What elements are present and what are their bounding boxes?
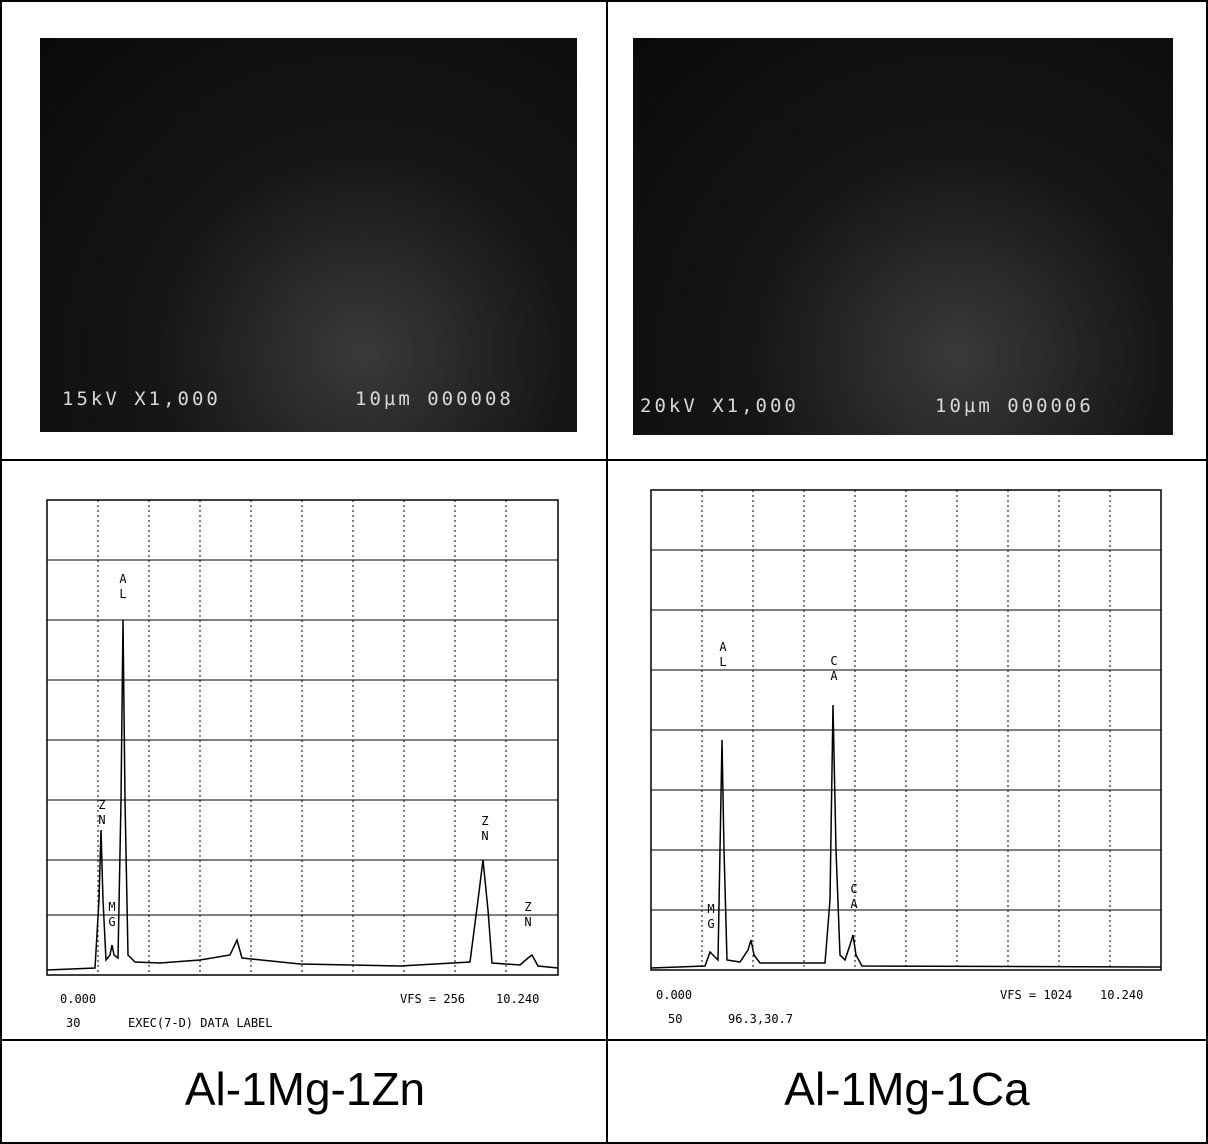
footer-text: 96.3,30.7	[728, 1012, 794, 1026]
peak-label: MG	[105, 900, 119, 930]
footer-text: EXEC(7-D) DATA LABEL	[128, 1016, 273, 1030]
x-start: 0.000	[656, 988, 693, 1002]
spectrum-left	[46, 499, 559, 976]
peak-label: CA	[827, 654, 841, 684]
sem-image	[40, 38, 577, 432]
peak-label: AL	[116, 572, 130, 602]
peak-label: MG	[704, 902, 718, 932]
sem-image	[633, 38, 1173, 435]
peak-label: ZN	[95, 798, 109, 828]
vfs: VFS = 1024	[1000, 988, 1073, 1002]
x-end: 10.240	[496, 992, 540, 1006]
vfs: VFS = 256	[400, 992, 466, 1006]
footer-number: 30	[66, 1016, 81, 1030]
x-start: 0.000	[60, 992, 97, 1006]
spectrum-right	[650, 489, 1162, 971]
peak-label: ZN	[521, 900, 535, 930]
sem-label: 10µm 000006	[935, 395, 1094, 417]
caption: Al-1Mg-1Ca	[784, 1063, 1030, 1115]
caption: Al-1Mg-1Zn	[184, 1063, 426, 1115]
peak-label: CA	[847, 882, 861, 912]
peak-label: AL	[716, 640, 730, 670]
sem-label: 20kV X1,000	[640, 395, 799, 417]
x-end: 10.240	[1100, 988, 1144, 1002]
sem-label: 15kV X1,000	[62, 388, 221, 410]
footer-number: 50	[668, 1012, 683, 1026]
sem-label: 10µm 000008	[355, 388, 514, 410]
peak-label: ZN	[478, 814, 492, 844]
